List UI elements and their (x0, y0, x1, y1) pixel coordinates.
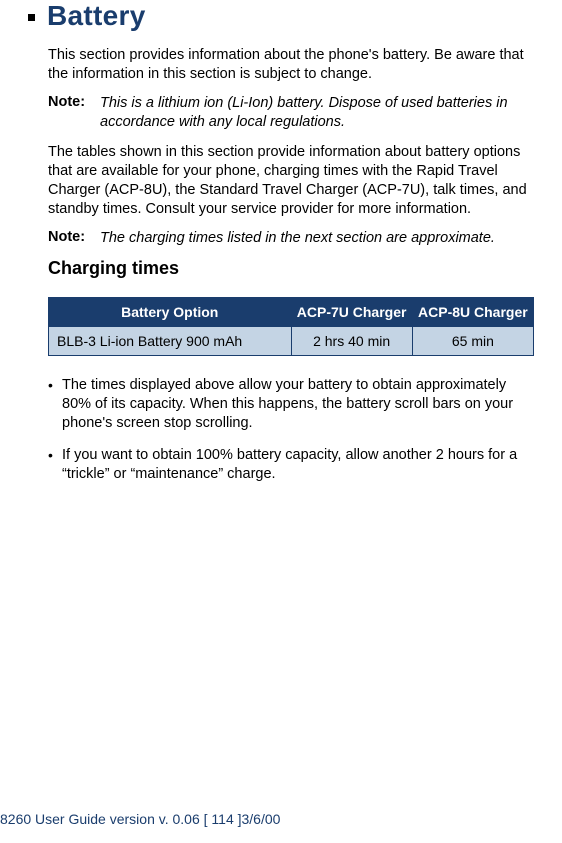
footer-text: 8260 User Guide version v. 0.06 [ 114 ]3… (0, 811, 280, 827)
note-1: Note: This is a lithium ion (Li-Ion) bat… (48, 94, 534, 132)
cell-acp7u-time: 2 hrs 40 min (291, 327, 412, 356)
title-bullet (28, 14, 35, 21)
subheading-charging-times: Charging times (48, 258, 534, 279)
bullet-list: • The times displayed above allow your b… (48, 376, 534, 484)
note-2: Note: The charging times listed in the n… (48, 229, 534, 248)
table-header-row: Battery Option ACP-7U Charger ACP-8U Cha… (49, 298, 534, 327)
col-header-battery-option: Battery Option (49, 298, 292, 327)
bullet-text-1: The times displayed above allow your bat… (62, 376, 534, 433)
col-header-acp7u: ACP-7U Charger (291, 298, 412, 327)
bullet-dot-icon: • (48, 446, 62, 484)
body-content: This section provides information about … (48, 46, 534, 484)
bullet-text-2: If you want to obtain 100% battery capac… (62, 446, 534, 484)
list-item: • If you want to obtain 100% battery cap… (48, 446, 534, 484)
cell-battery-option: BLB-3 Li-ion Battery 900 mAh (49, 327, 292, 356)
intro-paragraph: This section provides information about … (48, 46, 534, 84)
note-1-label: Note: (48, 94, 100, 132)
tables-paragraph: The tables shown in this section provide… (48, 143, 534, 220)
page-title: Battery (47, 0, 146, 32)
note-2-label: Note: (48, 229, 100, 248)
list-item: • The times displayed above allow your b… (48, 376, 534, 433)
charging-times-table: Battery Option ACP-7U Charger ACP-8U Cha… (48, 297, 534, 356)
title-row: Battery (28, 0, 534, 32)
note-1-text: This is a lithium ion (Li-Ion) battery. … (100, 94, 534, 132)
note-2-text: The charging times listed in the next se… (100, 229, 534, 248)
table-row: BLB-3 Li-ion Battery 900 mAh 2 hrs 40 mi… (49, 327, 534, 356)
col-header-acp8u: ACP-8U Charger (412, 298, 533, 327)
bullet-dot-icon: • (48, 376, 62, 433)
cell-acp8u-time: 65 min (412, 327, 533, 356)
